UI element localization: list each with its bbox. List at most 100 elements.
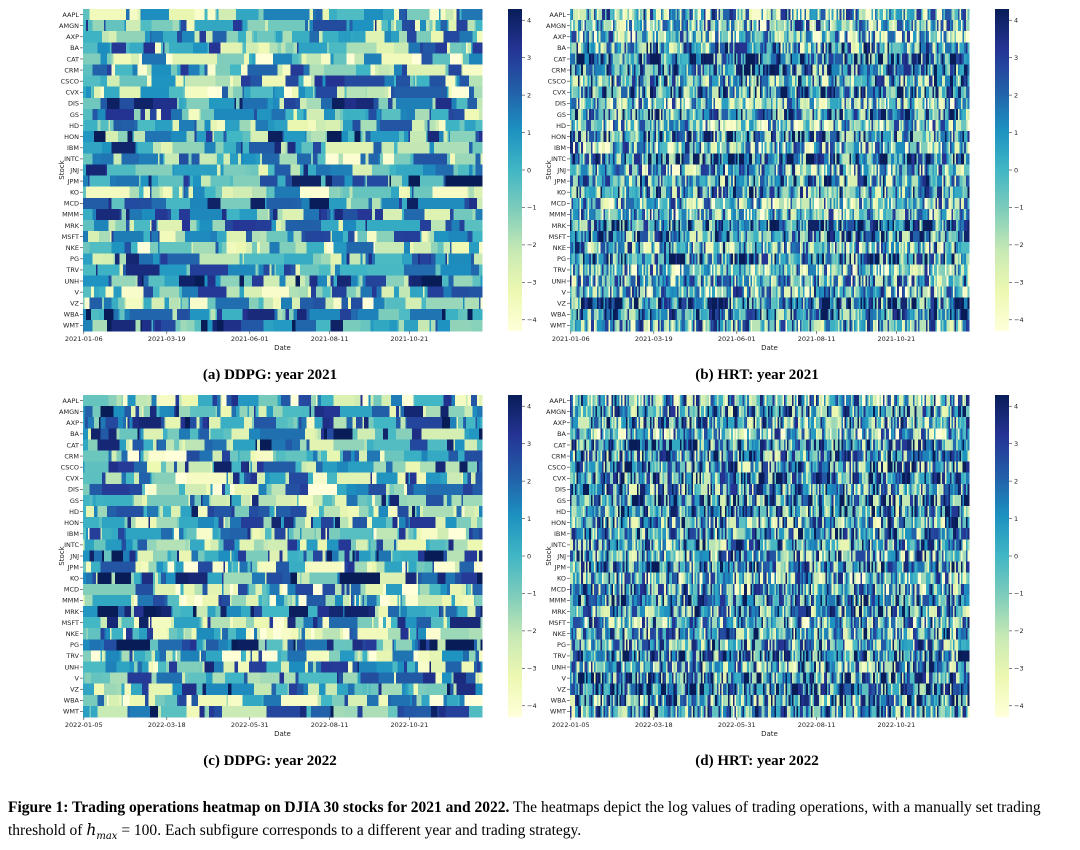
- heatmap-cell: [325, 186, 328, 199]
- heatmap-cell: [258, 186, 261, 199]
- heatmap-cell: [422, 20, 425, 32]
- heatmap-cell: [205, 175, 208, 187]
- heatmap-cell: [320, 9, 323, 21]
- heatmap-cell: [280, 64, 283, 76]
- heatmap-cell: [346, 108, 349, 121]
- heatmap-cell: [239, 219, 242, 232]
- heatmap-cell: [399, 208, 401, 221]
- heatmap-cell: [181, 131, 184, 143]
- heatmap-cell: [170, 175, 173, 187]
- heatmap-cell: [84, 9, 87, 21]
- heatmap-cell: [413, 208, 416, 221]
- heatmap-cell: [312, 75, 315, 88]
- heatmap-cell: [379, 9, 382, 21]
- heatmap-cell: [480, 153, 483, 165]
- heatmap-cell: [248, 75, 251, 88]
- heatmap-cell: [130, 153, 133, 165]
- heatmap-cell: [343, 120, 346, 132]
- heatmap-cell: [154, 186, 157, 199]
- heatmap-cell: [383, 164, 385, 176]
- heatmap-cell: [223, 208, 226, 221]
- heatmap-cell: [368, 64, 371, 76]
- heatmap-cell: [268, 97, 271, 110]
- heatmap-cell: [124, 208, 127, 221]
- heatmap-cell: [143, 164, 146, 176]
- heatmap-cell: [446, 131, 449, 143]
- heatmap-cell: [472, 20, 475, 32]
- heatmap-cell: [258, 31, 261, 43]
- heatmap-cell: [284, 153, 287, 165]
- heatmap-cell: [480, 53, 483, 65]
- heatmap-cell: [290, 97, 293, 110]
- heatmap-cell: [328, 208, 331, 221]
- heatmap-cell: [165, 142, 168, 154]
- heatmap-cell: [349, 120, 352, 132]
- heatmap-cell: [336, 86, 339, 99]
- heatmap-cell: [210, 175, 213, 187]
- heatmap-cell: [312, 20, 315, 32]
- heatmap-cell: [458, 75, 461, 88]
- heatmap-cell: [218, 9, 221, 21]
- heatmap-cell: [355, 53, 358, 65]
- heatmap-cell: [269, 153, 272, 165]
- heatmap-cell: [207, 164, 210, 176]
- heatmap-cell: [290, 175, 293, 187]
- heatmap-cell: [169, 164, 172, 176]
- heatmap-cell: [343, 186, 346, 199]
- heatmap-cell: [263, 208, 266, 221]
- heatmap-cell: [260, 75, 263, 88]
- heatmap-cell: [151, 31, 154, 43]
- heatmap-cell: [448, 208, 451, 221]
- heatmap-cell: [381, 197, 384, 210]
- heatmap-cell: [392, 20, 395, 32]
- heatmap-cell: [279, 131, 282, 143]
- heatmap-cell: [142, 86, 144, 99]
- heatmap-cell: [260, 120, 263, 132]
- heatmap-cell: [316, 108, 318, 121]
- heatmap-cell: [239, 75, 242, 88]
- heatmap-cell: [143, 9, 146, 21]
- heatmap-cell: [309, 42, 312, 54]
- heatmap-cell: [86, 131, 89, 143]
- heatmap-cell: [314, 197, 317, 210]
- heatmap-cell: [213, 197, 216, 210]
- heatmap-cell: [277, 97, 280, 110]
- heatmap-cell: [395, 75, 398, 88]
- heatmap-cell: [368, 42, 371, 54]
- heatmap-cell: [314, 108, 317, 121]
- heatmap-cell: [282, 219, 285, 232]
- heatmap-cell: [271, 108, 274, 121]
- heatmap-cell: [223, 175, 226, 187]
- heatmap-cell: [288, 197, 291, 210]
- heatmap-cell: [347, 208, 350, 221]
- heatmap-cell: [336, 108, 339, 121]
- heatmap-cell: [83, 197, 85, 210]
- heatmap-cell: [324, 175, 326, 187]
- heatmap-cell: [225, 42, 227, 54]
- heatmap-cell: [437, 108, 440, 121]
- heatmap-cell: [159, 175, 162, 187]
- heatmap-cell: [212, 164, 215, 176]
- heatmap-cell: [359, 186, 362, 199]
- heatmap-cell: [432, 142, 435, 154]
- heatmap-cell: [440, 175, 443, 187]
- heatmap-cell: [351, 142, 354, 154]
- heatmap-cell: [159, 31, 162, 43]
- heatmap-cell: [279, 164, 282, 176]
- heatmap-cell: [162, 53, 165, 65]
- heatmap-cell: [347, 42, 350, 54]
- heatmap-cell: [162, 153, 165, 165]
- heatmap-cell: [411, 131, 414, 143]
- heatmap-cell: [204, 86, 207, 99]
- heatmap-cell: [103, 64, 106, 76]
- heatmap-cell: [129, 86, 132, 99]
- heatmap-cell: [391, 53, 393, 65]
- heatmap-cell: [312, 142, 315, 154]
- heatmap-cell: [296, 64, 299, 76]
- heatmap-cell: [134, 219, 137, 232]
- heatmap-cell: [282, 197, 285, 210]
- heatmap-cell: [435, 75, 438, 88]
- heatmap-cell: [154, 20, 157, 32]
- heatmap-cell: [189, 164, 192, 176]
- heatmap-cell: [159, 142, 162, 154]
